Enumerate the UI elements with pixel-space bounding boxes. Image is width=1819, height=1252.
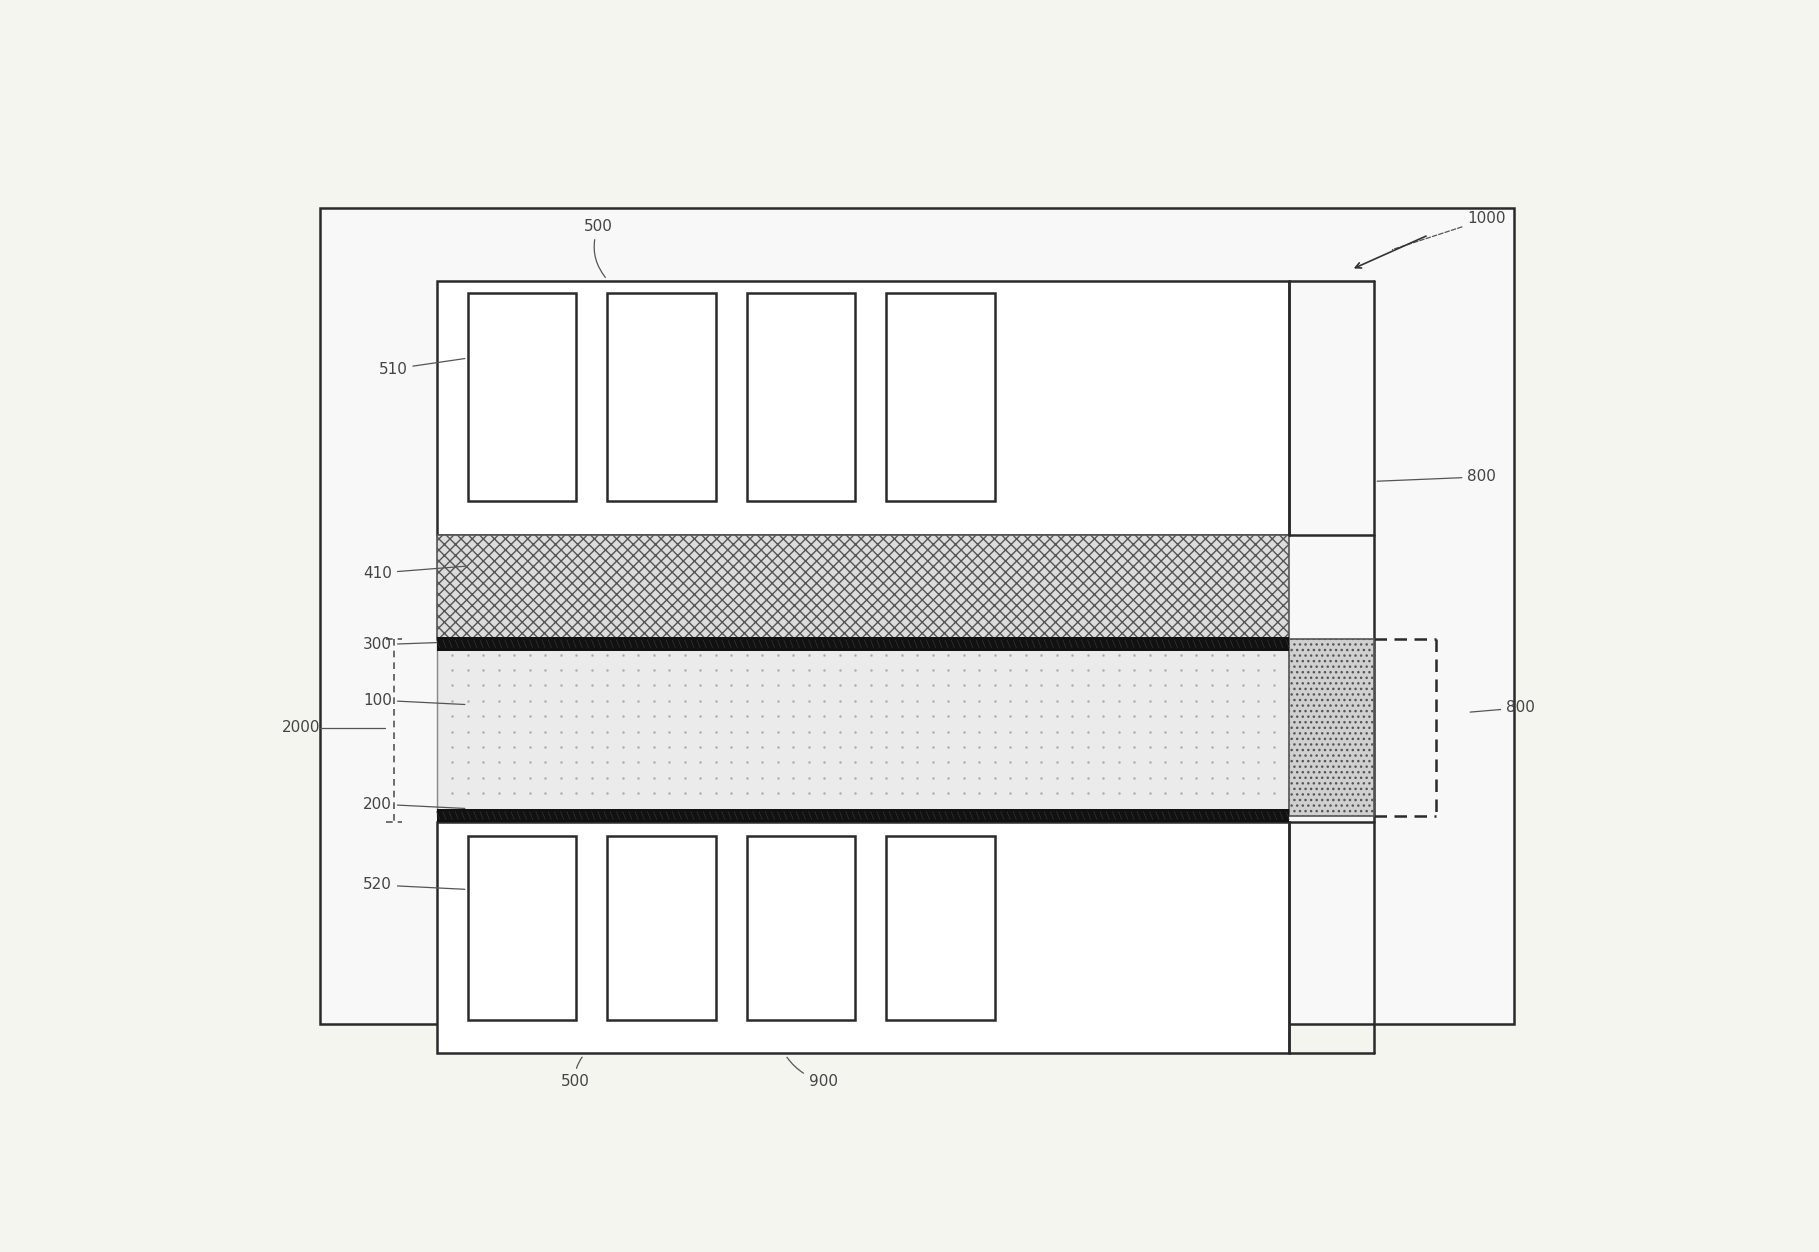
Text: 300: 300 — [364, 637, 466, 652]
Text: 900: 900 — [788, 1057, 837, 1089]
Text: 100: 100 — [364, 692, 466, 707]
Bar — [886, 293, 995, 501]
Text: 800: 800 — [1377, 470, 1497, 485]
Bar — [467, 293, 577, 501]
Text: 1000: 1000 — [1393, 212, 1506, 249]
Bar — [1290, 640, 1375, 816]
Text: 510: 510 — [378, 358, 466, 377]
Bar — [467, 835, 577, 1020]
Bar — [437, 823, 1290, 1053]
Bar — [437, 282, 1290, 536]
Bar — [437, 640, 1290, 816]
Text: 410: 410 — [364, 566, 466, 581]
Text: 800: 800 — [1470, 700, 1535, 715]
Text: 500: 500 — [584, 219, 613, 278]
Text: 200: 200 — [364, 796, 466, 811]
Text: 2000: 2000 — [282, 720, 320, 735]
Bar — [437, 637, 1290, 651]
Bar — [437, 536, 1290, 640]
Bar — [608, 293, 715, 501]
Bar — [746, 835, 855, 1020]
Bar — [320, 208, 1513, 1024]
Bar — [437, 809, 1290, 823]
Text: 520: 520 — [364, 878, 466, 893]
Bar — [746, 293, 855, 501]
Text: 500: 500 — [560, 1057, 589, 1089]
Bar — [886, 835, 995, 1020]
Bar — [608, 835, 715, 1020]
